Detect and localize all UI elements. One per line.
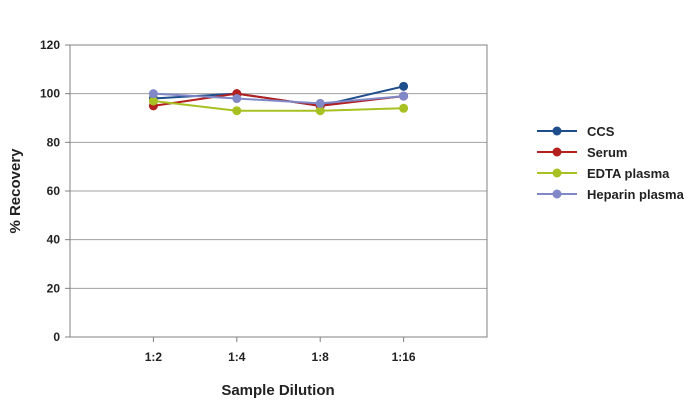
series-line-edta-plasma [153, 99, 404, 112]
data-point-heparin-plasma [148, 89, 158, 99]
legend-marker-heparin-plasma [552, 189, 562, 199]
legend-label-edta-plasma: EDTA plasma [587, 166, 670, 181]
y-tick-label: 0 [53, 330, 60, 344]
y-tick-label: 40 [47, 233, 61, 247]
x-tick-label: 1:8 [312, 350, 330, 364]
data-point-edta-plasma [232, 106, 242, 116]
y-tick-label: 100 [40, 87, 60, 101]
series-line-serum [153, 92, 404, 107]
grid-lines [70, 44, 487, 289]
y-tick-label: 20 [47, 281, 61, 295]
x-tick-label: 1:4 [228, 350, 246, 364]
legend-label-ccs: CCS [587, 124, 615, 139]
y-tick-label: 60 [47, 184, 61, 198]
legend-marker-ccs [552, 126, 562, 136]
x-axis-title: Sample Dilution [221, 382, 334, 399]
x-tick-label: 1:2 [145, 350, 163, 364]
y-tick-label: 80 [47, 135, 61, 149]
data-point-ccs [399, 81, 409, 91]
legend-label-heparin-plasma: Heparin plasma [587, 187, 685, 202]
series-line-heparin-plasma [153, 92, 404, 105]
data-point-heparin-plasma [399, 91, 409, 101]
legend-marker-serum [552, 147, 562, 157]
y-tick-label: 120 [40, 38, 60, 52]
series-lines [148, 81, 409, 116]
data-point-heparin-plasma [315, 98, 325, 108]
legend: CCS Serum EDTA plasma Heparin plasma [537, 124, 685, 202]
data-point-edta-plasma [148, 96, 158, 106]
legend-marker-edta-plasma [552, 168, 562, 178]
data-point-edta-plasma [399, 103, 409, 113]
data-point-edta-plasma [315, 106, 325, 116]
x-tick-label: 1:16 [392, 350, 416, 364]
y-axis-title: % Recovery [7, 148, 24, 234]
axes: 0 20 40 60 80 100 120 1:2 1:4 1:8 1:16 [40, 38, 416, 364]
data-point-heparin-plasma [232, 94, 242, 104]
legend-label-serum: Serum [587, 145, 627, 160]
